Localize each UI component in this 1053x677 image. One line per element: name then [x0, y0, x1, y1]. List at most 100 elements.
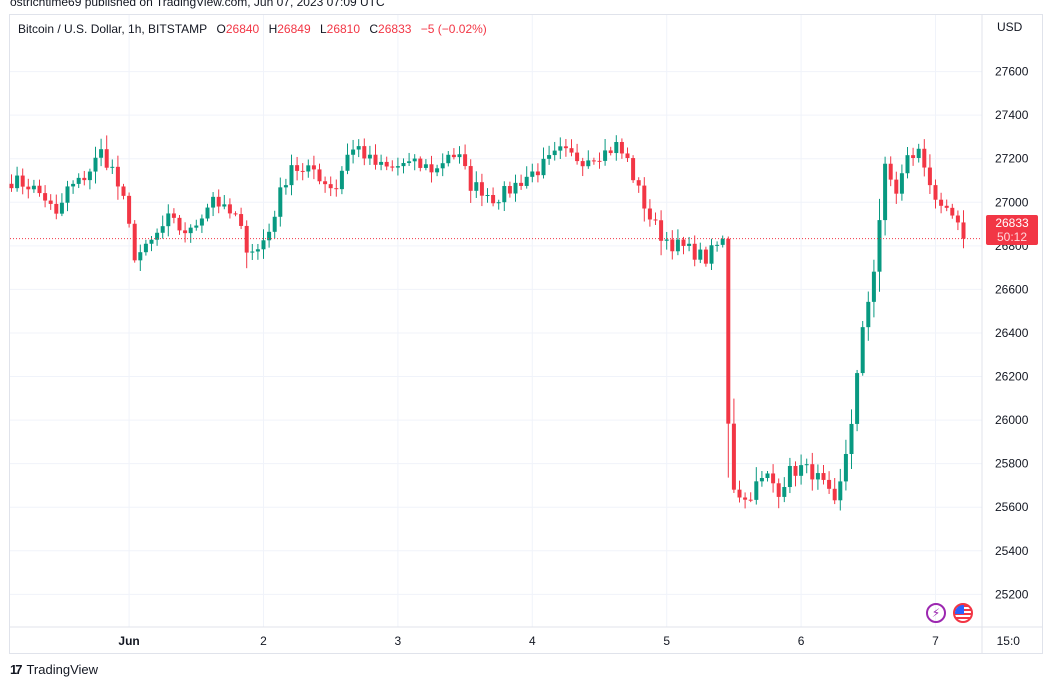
candle: [687, 236, 692, 252]
candle: [944, 199, 949, 212]
time-axis: Jun 2 3 4 5 6 7 15:0: [10, 626, 1042, 648]
candle: [597, 152, 602, 169]
last-price-tag: 26833 50:12: [986, 215, 1038, 245]
candle: [939, 192, 944, 214]
candle: [703, 246, 708, 267]
candle: [395, 157, 400, 176]
candle: [468, 159, 473, 203]
candle: [65, 180, 70, 212]
candle: [843, 439, 848, 491]
candle: [709, 238, 714, 271]
candle: [211, 192, 216, 217]
candle: [216, 189, 221, 214]
candle: [916, 143, 921, 163]
candle: [619, 138, 624, 159]
candle: [177, 215, 182, 235]
candles-layer: [9, 135, 966, 511]
time-tick-label: 7: [932, 634, 939, 648]
candle: [479, 173, 484, 207]
candle: [166, 204, 171, 237]
candle: [457, 146, 462, 164]
candle: [435, 164, 440, 177]
candle: [250, 243, 255, 261]
candle: [15, 166, 20, 192]
candle: [82, 170, 87, 186]
candle: [524, 166, 529, 189]
candle: [793, 461, 798, 487]
candle: [558, 137, 563, 159]
candle: [955, 210, 960, 231]
candle: [748, 492, 753, 503]
candle: [76, 173, 81, 189]
candle: [345, 143, 350, 175]
candle: [530, 163, 535, 183]
symbol-name: Bitcoin / U.S. Dollar, 1h, BITSTAMP: [18, 22, 208, 36]
candle: [289, 154, 294, 196]
candle: [855, 369, 860, 432]
candle: [787, 457, 792, 494]
time-tick-label: 4: [529, 634, 536, 648]
candle: [580, 157, 585, 177]
candle: [401, 158, 406, 174]
open-label: O: [216, 22, 226, 36]
candle: [138, 244, 143, 271]
candle: [423, 159, 428, 171]
candle: [653, 212, 658, 226]
candle: [726, 236, 731, 478]
candle: [356, 139, 361, 158]
candle: [390, 160, 395, 172]
candle: [351, 139, 356, 164]
candle: [535, 163, 540, 183]
candle: [759, 471, 764, 487]
candle: [367, 145, 372, 165]
us-flag-icon[interactable]: [953, 603, 973, 623]
symbol-legend: Bitcoin / U.S. Dollar, 1h, BITSTAMP O268…: [18, 22, 487, 36]
candle: [950, 203, 955, 219]
candle: [429, 155, 434, 183]
candle: [586, 150, 591, 169]
candle: [782, 477, 787, 503]
candle: [328, 176, 333, 197]
price-tick-label: 27600: [995, 65, 1029, 79]
close-value: 26833: [378, 22, 412, 36]
candle: [496, 199, 501, 210]
candle: [222, 195, 227, 210]
candle: [642, 177, 647, 222]
candle: [59, 193, 64, 217]
candle: [71, 180, 76, 194]
candle: [922, 139, 927, 177]
candle: [267, 223, 272, 248]
candle: [199, 214, 204, 233]
candle: [418, 156, 423, 172]
time-tick-label: Jun: [118, 634, 139, 648]
candle: [317, 163, 322, 185]
open-value: 26840: [225, 22, 260, 36]
candle: [99, 138, 104, 167]
price-tick-label: 27200: [995, 152, 1029, 166]
time-tick-label: 15:0: [997, 634, 1021, 648]
candle: [379, 154, 384, 171]
candle: [547, 145, 552, 165]
tradingview-logo[interactable]: 17 TradingView: [10, 662, 98, 677]
candle: [827, 471, 832, 494]
candle: [93, 146, 98, 184]
lightning-bolt-icon[interactable]: ⚡: [926, 603, 946, 623]
chart-frame[interactable]: [9, 14, 1043, 654]
candle: [37, 179, 42, 197]
currency-label[interactable]: USD: [997, 20, 1023, 34]
tradingview-logo-icon: 17: [10, 662, 23, 677]
candle: [575, 143, 580, 165]
candle: [278, 177, 283, 227]
candle: [502, 181, 507, 211]
candle: [849, 409, 854, 470]
candle: [821, 464, 826, 485]
candle: [233, 211, 238, 217]
candle: [871, 259, 876, 318]
candle: [664, 231, 669, 250]
candle: [87, 168, 92, 190]
candle: [373, 144, 378, 170]
candle: [563, 139, 568, 157]
candle: [569, 139, 574, 157]
low-label: L: [319, 22, 327, 36]
